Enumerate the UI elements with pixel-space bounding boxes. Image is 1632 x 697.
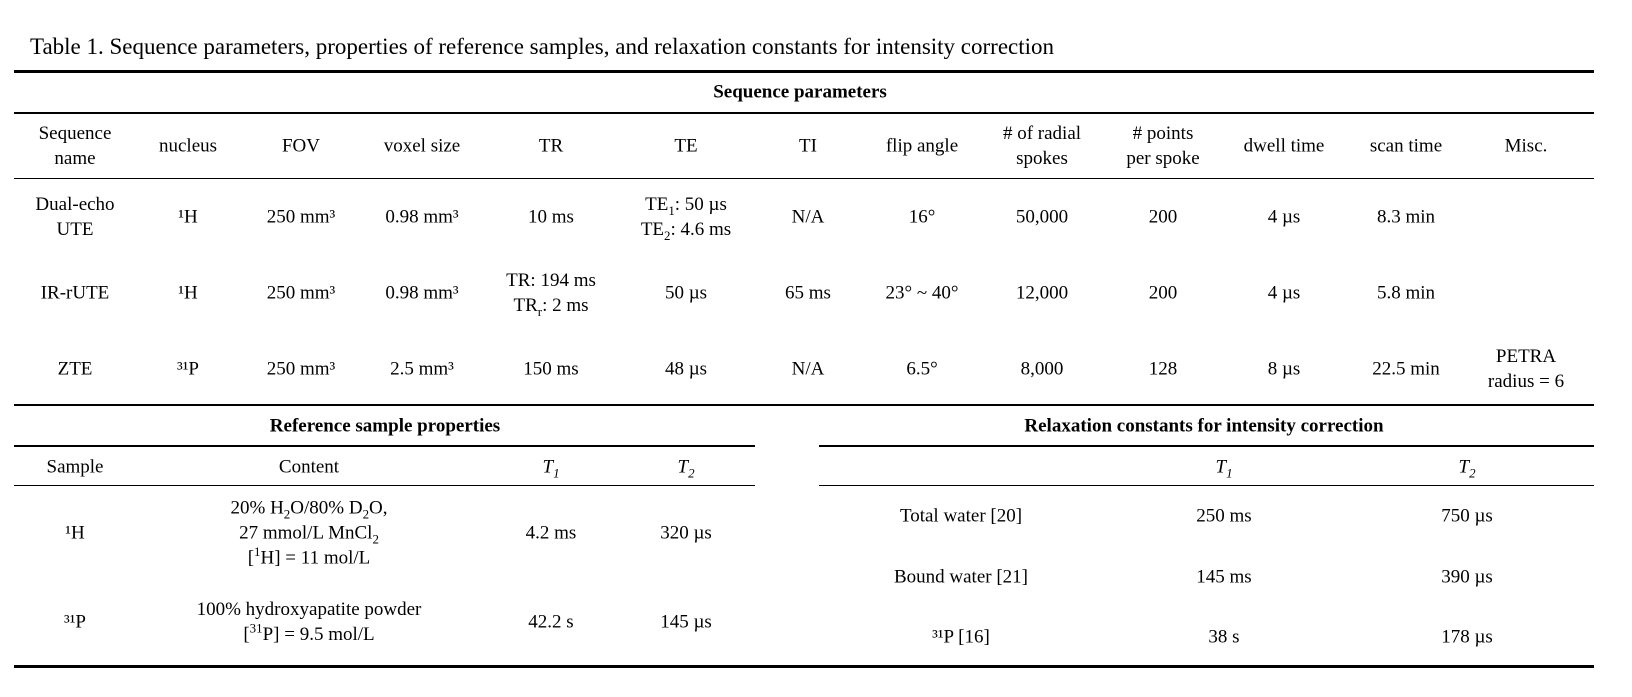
relax-row2-label: Bound water [21] bbox=[893, 566, 1029, 588]
seq-header-voxel-size: voxel size bbox=[383, 135, 461, 157]
seq-row2-name: IR-rUTE bbox=[40, 282, 110, 304]
ref-row2-t2: 145 µs bbox=[660, 611, 712, 633]
relax-row1-t1: 250 ms bbox=[1196, 505, 1252, 527]
seq-row1-points-per-spoke: 200 bbox=[1148, 206, 1178, 228]
relax-row3-t1: 38 s bbox=[1208, 626, 1240, 648]
relax-row2-t2: 390 µs bbox=[1441, 566, 1493, 588]
seq-row3-te: 48 µs bbox=[664, 358, 708, 380]
relax-row1-label: Total water [20] bbox=[899, 505, 1023, 527]
relax-header-rule bbox=[819, 485, 1594, 486]
seq-row3-dwell-time: 8 µs bbox=[1267, 358, 1301, 380]
ref-row1-content: 20% H2O/80% D2O, 27 mmol/L MnCl2 [1H] = 11… bbox=[230, 497, 388, 569]
seq-row2-nucleus: ¹H bbox=[178, 282, 198, 304]
ref-row1-t1: 4.2 ms bbox=[525, 522, 577, 544]
seq-row2-tr: TR: 194 ms TRr: 2 ms bbox=[506, 270, 596, 319]
relax-title-rule bbox=[819, 445, 1594, 447]
sequence-section-title: Sequence parameters bbox=[713, 81, 887, 103]
seq-header-fov: FOV bbox=[281, 135, 321, 157]
seq-row3-voxel-size: 2.5 mm³ bbox=[390, 358, 454, 380]
relax-row1-t2: 750 µs bbox=[1441, 505, 1493, 527]
seq-header-tr: TR bbox=[538, 135, 564, 157]
seq-row1-tr: 10 ms bbox=[528, 206, 574, 228]
seq-row2-ti: 65 ms bbox=[785, 282, 831, 304]
reference-section-title: Reference sample properties bbox=[269, 415, 501, 437]
seq-header-flip-angle: flip angle bbox=[885, 135, 959, 157]
seq-row1-te: TE1: 50 µs TE2: 4.6 ms bbox=[640, 194, 732, 243]
ref-header-t1: T1 bbox=[542, 456, 560, 481]
ref-header-t2: T2 bbox=[677, 456, 695, 481]
ref-row2-t1: 42.2 s bbox=[528, 611, 574, 633]
ref-row2-content: 100% hydroxyapatite powder [31P] = 9.5 mo… bbox=[196, 599, 422, 645]
seq-row1-scan-time: 8.3 min bbox=[1376, 206, 1436, 228]
seq-row2-scan-time: 5.8 min bbox=[1376, 282, 1436, 304]
relax-row2-t1: 145 ms bbox=[1196, 566, 1252, 588]
seq-row2-points-per-spoke: 200 bbox=[1148, 282, 1178, 304]
seq-header-nucleus: nucleus bbox=[158, 135, 218, 157]
seq-row2-fov: 250 mm³ bbox=[266, 282, 336, 304]
seq-row2-radial-spokes: 12,000 bbox=[1015, 282, 1069, 304]
seq-row1-dwell-time: 4 µs bbox=[1267, 206, 1301, 228]
seq-header-dwell-time: dwell time bbox=[1243, 135, 1325, 157]
ref-header-content: Content bbox=[278, 456, 340, 478]
ref-row1-sample: ¹H bbox=[65, 522, 85, 544]
seq-header-sequence-name: Sequence name bbox=[38, 123, 112, 169]
seq-header-radial-spokes: # of radial spokes bbox=[1002, 123, 1082, 169]
relax-header-t1: T1 bbox=[1215, 456, 1233, 481]
seq-row3-scan-time: 22.5 min bbox=[1372, 358, 1440, 380]
ref-row2-sample: ³¹P bbox=[64, 611, 86, 633]
seq-header-ti: TI bbox=[799, 135, 817, 157]
seq-row3-nucleus: ³¹P bbox=[177, 358, 199, 380]
seq-header-rule bbox=[14, 178, 1594, 179]
seq-row1-radial-spokes: 50,000 bbox=[1015, 206, 1069, 228]
seq-row3-points-per-spoke: 128 bbox=[1148, 358, 1178, 380]
seq-bottom-rule bbox=[14, 404, 1594, 406]
seq-row3-name: ZTE bbox=[57, 358, 93, 380]
relax-row3-label: ³¹P [16] bbox=[932, 626, 990, 648]
seq-row2-dwell-time: 4 µs bbox=[1267, 282, 1301, 304]
relax-header-t2: T2 bbox=[1458, 456, 1476, 481]
seq-row1-nucleus: ¹H bbox=[178, 206, 198, 228]
seq-row3-misc: PETRA radius = 6 bbox=[1487, 346, 1565, 392]
bottom-rule bbox=[14, 665, 1594, 668]
seq-header-te: TE bbox=[674, 135, 698, 157]
relaxation-section-title: Relaxation constants for intensity corre… bbox=[1024, 415, 1384, 437]
relax-row3-t2: 178 µs bbox=[1441, 626, 1493, 648]
seq-row3-ti: N/A bbox=[791, 358, 825, 380]
seq-header-misc: Misc. bbox=[1504, 135, 1548, 157]
seq-row3-flip-angle: 6.5° bbox=[906, 358, 938, 380]
ref-row1-t2: 320 µs bbox=[660, 522, 712, 544]
seq-row3-radial-spokes: 8,000 bbox=[1020, 358, 1064, 380]
seq-row3-fov: 250 mm³ bbox=[266, 358, 336, 380]
seq-row2-flip-angle: 23° ~ 40° bbox=[885, 282, 959, 304]
seq-row1-ti: N/A bbox=[791, 206, 825, 228]
seq-title-rule bbox=[14, 112, 1594, 114]
seq-row2-voxel-size: 0.98 mm³ bbox=[385, 282, 459, 304]
table-caption: Table 1. Sequence parameters, properties… bbox=[30, 34, 1055, 59]
seq-row1-name: Dual-echo UTE bbox=[35, 194, 115, 240]
seq-row1-flip-angle: 16° bbox=[908, 206, 936, 228]
seq-row1-fov: 250 mm³ bbox=[266, 206, 336, 228]
seq-header-points-per-spoke: # points per spoke bbox=[1126, 123, 1200, 169]
ref-header-rule bbox=[14, 485, 755, 486]
seq-row2-te: 50 µs bbox=[664, 282, 708, 304]
seq-row3-tr: 150 ms bbox=[523, 358, 579, 380]
ref-header-sample: Sample bbox=[46, 456, 104, 478]
seq-header-scan-time: scan time bbox=[1369, 135, 1443, 157]
seq-row1-voxel-size: 0.98 mm³ bbox=[385, 206, 459, 228]
top-rule bbox=[14, 70, 1594, 73]
ref-title-rule bbox=[14, 445, 755, 447]
